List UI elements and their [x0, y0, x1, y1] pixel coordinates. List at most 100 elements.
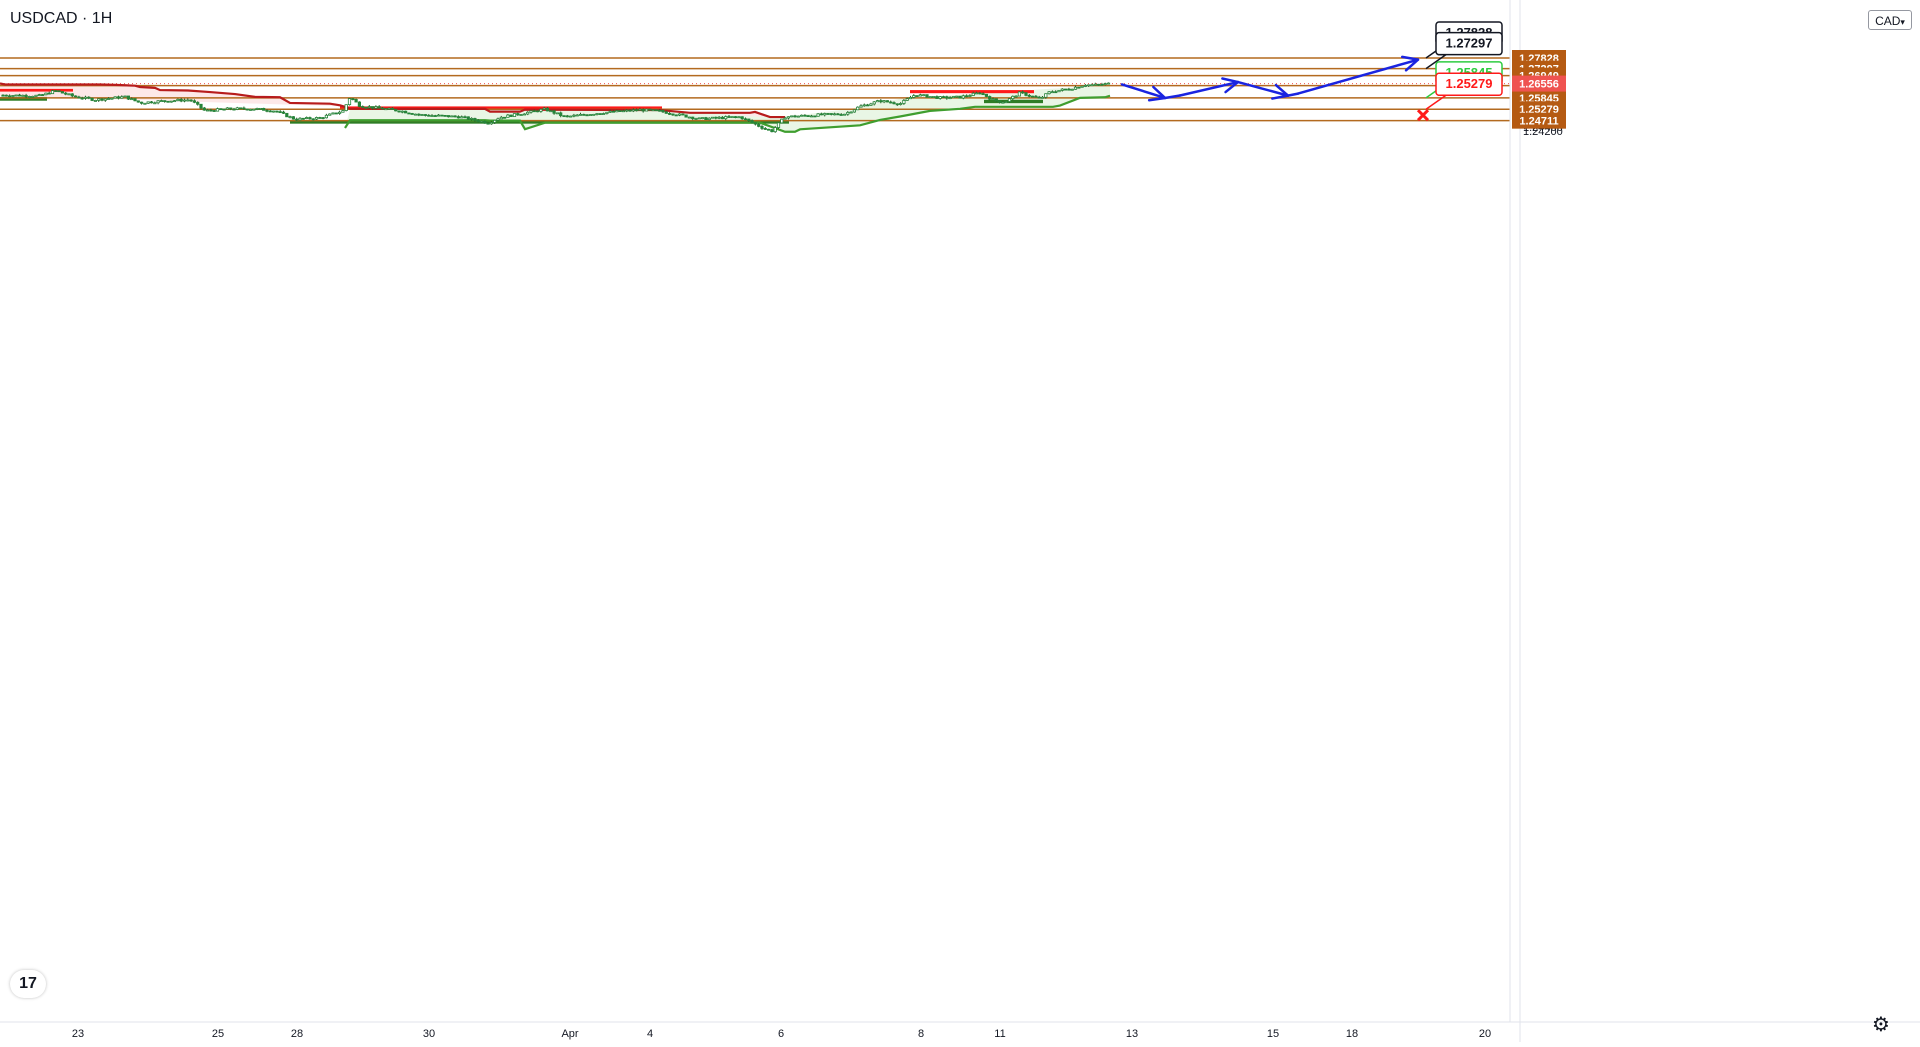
- gear-icon[interactable]: ⚙: [1872, 1014, 1890, 1036]
- candle-body: [113, 96, 117, 99]
- candle-body: [212, 110, 216, 112]
- trail-up-line: [344, 94, 1111, 133]
- candle-body: [17, 94, 22, 97]
- candle-body: [1011, 95, 1015, 100]
- candle-body: [1070, 88, 1074, 91]
- candle-body: [1057, 90, 1061, 93]
- candle-body: [1090, 84, 1094, 87]
- candle-body: [427, 114, 431, 117]
- symbol-name: USDCAD: [10, 10, 78, 27]
- candle-body: [539, 108, 543, 112]
- candle-body: [1073, 86, 1078, 90]
- candle-body: [875, 100, 880, 103]
- candle-body: [262, 107, 266, 111]
- candle-body: [367, 106, 371, 108]
- candle-body: [767, 128, 771, 131]
- candle-body: [74, 95, 78, 98]
- candle-body: [829, 113, 833, 115]
- candle-body: [806, 115, 810, 118]
- candle-body: [661, 109, 665, 113]
- candle-body: [928, 96, 932, 98]
- candle-body: [443, 114, 447, 117]
- candle-body: [24, 94, 28, 98]
- candle-body: [281, 111, 286, 114]
- x-tick-label: 8: [918, 1028, 924, 1040]
- projection-arrow-down: [1147, 85, 1167, 102]
- candle-body: [1034, 95, 1038, 98]
- candle-body: [1064, 88, 1068, 91]
- candle-body: [658, 109, 662, 112]
- projection-segment: [1120, 83, 1167, 100]
- currency-select[interactable]: CAD▾: [1868, 10, 1912, 30]
- candle-body: [90, 97, 94, 101]
- candle-body: [941, 96, 946, 98]
- candle-body: [163, 100, 167, 102]
- x-tick-label: 20: [1479, 1028, 1491, 1040]
- candle-body: [605, 111, 609, 114]
- candle-body: [83, 96, 88, 99]
- candle-body: [912, 95, 916, 98]
- candle-body: [1060, 88, 1064, 91]
- candle-body: [783, 117, 787, 120]
- candle-body: [552, 110, 556, 114]
- candle-body: [347, 98, 352, 106]
- candle-body: [889, 101, 893, 104]
- supply-zone: [340, 106, 662, 110]
- candle-body: [242, 107, 246, 110]
- candle-body: [555, 112, 560, 115]
- candle-body: [493, 119, 497, 123]
- candle-body: [892, 102, 896, 105]
- candle-body: [862, 104, 866, 107]
- candle-body: [380, 107, 385, 110]
- candle-body: [486, 122, 490, 125]
- candle-body: [463, 116, 467, 119]
- demand-zone: [984, 99, 1043, 104]
- candle-body: [47, 92, 51, 95]
- currency-value: CAD: [1875, 14, 1901, 28]
- candle-body: [364, 106, 368, 109]
- candle-body: [935, 96, 939, 99]
- candle-body: [176, 98, 180, 102]
- candle-body: [344, 104, 348, 111]
- candle-body: [793, 115, 797, 118]
- candle-body: [308, 117, 312, 120]
- candle-body: [701, 117, 705, 119]
- candle-body: [215, 108, 220, 112]
- candle-body: [27, 96, 32, 98]
- candle-body: [328, 113, 332, 116]
- candle-body: [1097, 83, 1101, 86]
- candle-body: [219, 108, 223, 111]
- tradingview-logo-icon[interactable]: 17: [10, 970, 46, 998]
- candle-body: [21, 94, 25, 97]
- candle-body: [565, 115, 569, 118]
- candle-body: [413, 113, 418, 116]
- candle-body: [522, 113, 527, 116]
- x-tick-label: Apr: [561, 1028, 578, 1040]
- candle-body: [377, 106, 381, 109]
- candle-body: [1044, 93, 1048, 98]
- candle-body: [1103, 83, 1107, 85]
- candle-body: [1014, 95, 1018, 98]
- current-price-tag: [1512, 75, 1566, 92]
- candle-body: [453, 115, 457, 118]
- candle-body: [981, 93, 985, 96]
- candle-body: [516, 113, 520, 116]
- projection-segment: [1296, 58, 1420, 95]
- candle-body: [615, 110, 619, 113]
- interval-label: 1H: [91, 10, 113, 27]
- candle-body: [694, 118, 698, 120]
- candle-body: [50, 90, 55, 95]
- candle-body: [57, 90, 61, 93]
- candle-body: [529, 110, 533, 113]
- candle-body: [951, 96, 956, 99]
- candle-body: [265, 109, 269, 112]
- x-tick-label: 25: [212, 1028, 224, 1040]
- candle-body: [275, 110, 279, 113]
- candle-body: [403, 110, 408, 114]
- candle-body: [397, 110, 401, 113]
- candle-body: [974, 92, 979, 95]
- candle-body: [139, 101, 144, 104]
- candle-body: [602, 113, 606, 115]
